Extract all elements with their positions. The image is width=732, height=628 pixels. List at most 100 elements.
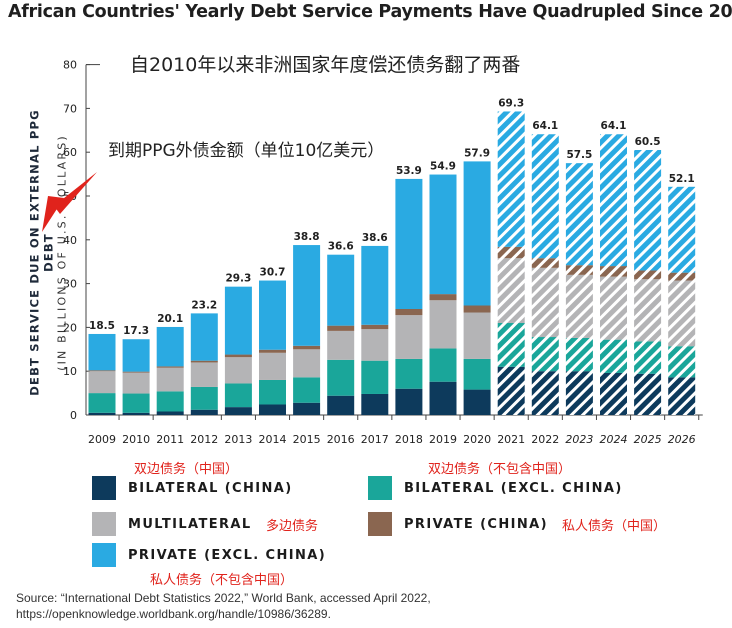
bar-segment	[395, 309, 422, 315]
bar-total-label: 30.7	[260, 267, 286, 279]
x-tick-label: 2024	[600, 433, 628, 446]
bar-segment	[634, 150, 661, 270]
bar-segment	[191, 362, 218, 387]
bar-segment	[157, 366, 184, 367]
bar-segment	[259, 380, 286, 405]
bar-segment	[464, 359, 491, 390]
x-tick-label: 2020	[463, 433, 491, 446]
bar-segment	[464, 313, 491, 359]
bar-total-label: 54.9	[430, 161, 456, 173]
y-tick-label: 30	[63, 278, 77, 291]
bar-segment	[191, 410, 218, 415]
bar-segment	[293, 349, 320, 377]
legend-swatch-private-excl	[92, 543, 116, 567]
bar-segment	[123, 339, 150, 371]
bar-segment	[430, 300, 457, 348]
legend-label-private-excl: PRIVATE (EXCL. CHINA)	[128, 548, 326, 563]
bar-segment	[498, 258, 525, 323]
y-tick-label: 10	[63, 365, 77, 378]
source-line2: https://openknowledge.worldbank.org/hand…	[16, 606, 431, 622]
legend-label-bilateral-excl: BILATERAL (EXCL. CHINA)	[404, 481, 623, 496]
bar-segment	[123, 372, 150, 373]
bar-segment	[89, 370, 116, 371]
bar-segment	[464, 306, 491, 313]
y-tick-label: 20	[63, 321, 77, 334]
bar-segment	[464, 161, 491, 305]
x-tick-label: 2015	[293, 433, 321, 446]
bar-segment	[532, 268, 559, 337]
bar-total-label: 53.9	[396, 165, 422, 177]
x-tick-label: 2018	[395, 433, 423, 446]
bar-total-label: 17.3	[123, 325, 149, 337]
bar-segment	[532, 258, 559, 268]
source-note: Source: “International Debt Statistics 2…	[16, 590, 431, 622]
bar-segment	[89, 393, 116, 413]
bar-segment	[430, 348, 457, 381]
bar-total-label: 18.5	[89, 320, 115, 332]
bar-segment	[361, 361, 388, 394]
bar-segment	[157, 327, 184, 366]
x-tick-label: 2022	[531, 433, 559, 446]
bar-segment	[157, 411, 184, 415]
bar-segment	[327, 331, 354, 360]
bar-segment	[532, 371, 559, 415]
x-tick-label: 2025	[634, 433, 662, 446]
bar-segment	[259, 353, 286, 380]
bar-total-label: 52.1	[669, 173, 695, 185]
bar-segment	[293, 245, 320, 346]
y-tick-label: 40	[63, 234, 77, 247]
bar-segment	[634, 279, 661, 341]
bar-segment	[430, 382, 457, 415]
bar-segment	[566, 338, 593, 371]
x-tick-label: 2012	[190, 433, 218, 446]
bar-segment	[89, 334, 116, 370]
bar-segment	[566, 275, 593, 338]
bar-segment	[600, 266, 627, 277]
bar-segment	[361, 394, 388, 415]
y-tick-label: 80	[63, 59, 77, 72]
bar-segment	[668, 273, 695, 281]
bar-segment	[430, 294, 457, 300]
legend-item-multilateral: MULTILATERAL	[92, 512, 252, 536]
bar-segment	[89, 413, 116, 415]
legend-swatch-private-china	[368, 512, 392, 536]
bar-segment	[395, 359, 422, 389]
y-tick-label: 0	[70, 409, 77, 422]
bar-total-label: 38.8	[294, 231, 320, 243]
bar-segment	[395, 389, 422, 415]
bar-segment	[327, 396, 354, 415]
bar-segment	[668, 377, 695, 415]
bar-segment	[532, 134, 559, 258]
bar-total-label: 20.1	[157, 313, 183, 325]
legend-item-bilateral-china: BILATERAL (CHINA)	[92, 476, 293, 500]
bar-segment	[293, 403, 320, 415]
bar-segment	[634, 341, 661, 373]
legend-label-multilateral: MULTILATERAL	[128, 517, 252, 532]
legend-item-private-excl: PRIVATE (EXCL. CHINA)	[92, 543, 326, 567]
bar-segment	[498, 111, 525, 246]
bar-segment	[123, 394, 150, 413]
bar-segment	[123, 413, 150, 415]
bar-segment	[225, 287, 252, 355]
bar-segment	[361, 246, 388, 325]
legend-item-bilateral-excl: BILATERAL (EXCL. CHINA)	[368, 476, 623, 500]
bar-segment	[259, 281, 286, 350]
bar-segment	[191, 387, 218, 410]
bar-segment	[532, 337, 559, 371]
bar-segment	[157, 368, 184, 392]
bar-segment	[327, 326, 354, 331]
x-tick-label: 2026	[668, 433, 696, 446]
legend-swatch-bilateral-china	[92, 476, 116, 500]
legend-cn-multilateral: 多边债务	[266, 515, 318, 534]
bar-segment	[600, 277, 627, 340]
bar-segment	[225, 383, 252, 407]
bar-segment	[361, 325, 388, 329]
bar-total-label: 38.6	[362, 232, 388, 244]
bar-segment	[566, 163, 593, 265]
x-tick-label: 2013	[224, 433, 252, 446]
x-tick-label: 2011	[156, 433, 184, 446]
bar-segment	[566, 371, 593, 415]
bar-segment	[191, 313, 218, 360]
bar-total-label: 57.5	[566, 149, 592, 161]
